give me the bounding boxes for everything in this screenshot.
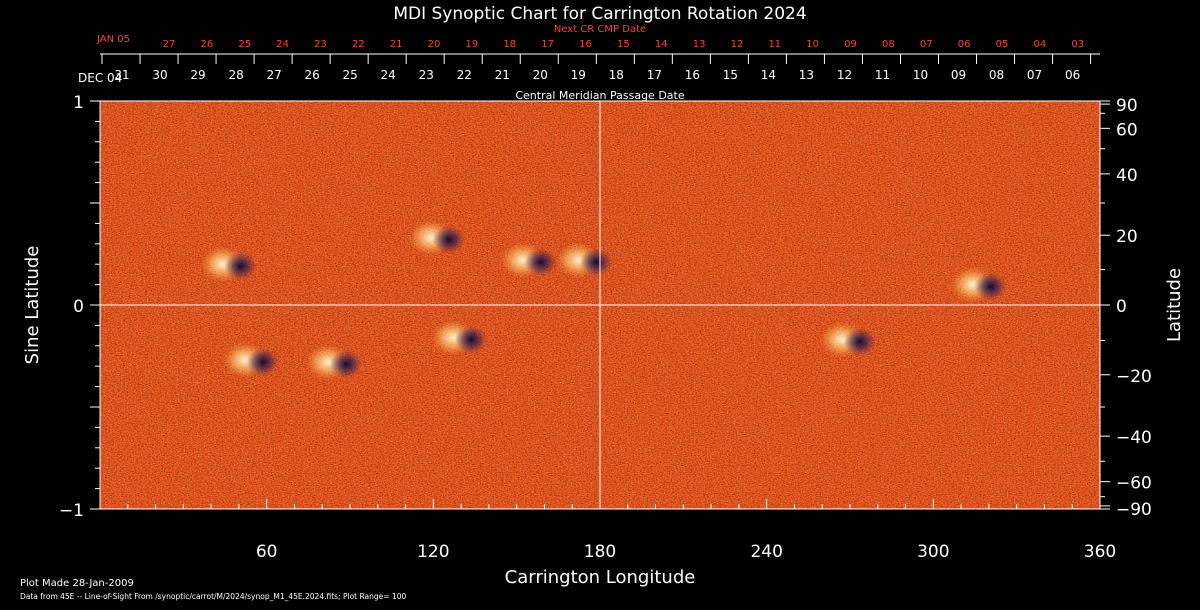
top-axis-date: 26 <box>304 68 319 82</box>
next-axis-date: 13 <box>693 39 706 50</box>
next-axis-date: 24 <box>276 39 289 50</box>
next-axis-date: 23 <box>314 39 327 50</box>
top-axis-date: 17 <box>647 68 662 82</box>
y-tick-label-right: −40 <box>1116 428 1152 448</box>
top-axis-date: 07 <box>1027 68 1042 82</box>
top-axis-date: 14 <box>761 68 776 82</box>
next-axis-date: 03 <box>1071 39 1084 50</box>
x-axis-label: Carrington Longitude <box>505 567 696 588</box>
left-axis: 1 0 −1 <box>59 93 100 521</box>
right-axis: 90 60 40 20 0 −20 −40 −60 −90 <box>1100 96 1152 520</box>
next-axis-date: 05 <box>996 39 1009 50</box>
active-region-negative <box>246 348 279 377</box>
y-tick-label-right: −90 <box>1116 500 1152 520</box>
x-tick-label: 120 <box>417 542 449 562</box>
top-axis-start-label: DEC 04 <box>78 71 122 85</box>
x-tick-label: 360 <box>1084 542 1116 562</box>
top-axis-date: 08 <box>989 68 1004 82</box>
top-axis-date: 27 <box>266 68 281 82</box>
top-axis-date: 10 <box>913 68 928 82</box>
next-axis-date: 09 <box>844 39 857 50</box>
next-axis-date: 08 <box>882 39 895 50</box>
next-axis-date: 21 <box>390 39 403 50</box>
top-axis-date: 15 <box>723 68 738 82</box>
top-axis-date: 24 <box>381 68 396 82</box>
next-axis-date: 10 <box>806 39 819 50</box>
y-tick-label-right: 90 <box>1116 96 1138 116</box>
y-tick-label-left: 1 <box>73 93 84 113</box>
y-tick-label-right: 60 <box>1116 120 1138 140</box>
next-axis-date: 06 <box>958 39 971 50</box>
top-axis-label: Central Meridian Passage Date <box>515 89 684 102</box>
y-tick-label-right: 40 <box>1116 166 1138 186</box>
plot-made-text: Plot Made 28-Jan-2009 <box>20 578 134 589</box>
next-axis-date: 07 <box>920 39 933 50</box>
active-region-negative <box>432 225 465 254</box>
bottom-axis: 60 120 180 240 300 360 <box>99 499 1116 562</box>
x-tick-label: 180 <box>584 542 616 562</box>
y-tick-label-left: −1 <box>59 501 84 521</box>
top-axis-date: 16 <box>685 68 700 82</box>
active-region-negative <box>844 327 876 356</box>
next-axis-date: 14 <box>655 39 668 50</box>
active-region-negative <box>330 350 363 379</box>
top-axis-date: 19 <box>571 68 586 82</box>
active-region-negative <box>455 325 488 354</box>
top-axis-date: 06 <box>1065 68 1080 82</box>
next-cr-date-axis: JAN 05 27 26 25 24 23 22 21 20 19 18 17 16 15 14 13 12 11… <box>96 34 1084 50</box>
next-axis-date: 27 <box>163 39 176 50</box>
y-axis-label-right: Latitude <box>1164 268 1185 342</box>
next-axis-date: 04 <box>1033 39 1046 50</box>
data-source-text: Data from 45E -- Line-of-Sight From /syn… <box>20 592 407 601</box>
next-axis-date: 26 <box>200 39 213 50</box>
next-axis-date: 22 <box>352 39 365 50</box>
active-region-negative <box>580 248 613 277</box>
y-tick-label-left: 0 <box>73 297 84 317</box>
active-regions <box>200 219 1007 381</box>
active-region-negative <box>974 272 1007 301</box>
next-axis-start-label: JAN 05 <box>96 34 130 45</box>
top-axis-date: 11 <box>875 68 890 82</box>
next-axis-date: 12 <box>731 39 744 50</box>
top-axis-date: 18 <box>609 68 624 82</box>
top-axis-date: 21 <box>495 68 510 82</box>
next-axis-date: 25 <box>238 39 251 50</box>
top-axis-date: 09 <box>951 68 966 82</box>
top-axis-date: 12 <box>837 68 852 82</box>
y-tick-label-right: −60 <box>1116 474 1152 494</box>
y-tick-label-right: 0 <box>1116 297 1127 317</box>
top-axis-date: 23 <box>419 68 434 82</box>
y-tick-label-right: 20 <box>1116 227 1138 247</box>
x-tick-label: 240 <box>750 542 782 562</box>
next-axis-date: 17 <box>541 39 554 50</box>
grid-lines <box>100 101 1100 509</box>
top-axis-date: 22 <box>457 68 472 82</box>
next-axis-label: Next CR CMP Date <box>554 24 646 35</box>
top-axis-date: 31 <box>114 68 129 82</box>
y-tick-label-right: −20 <box>1116 367 1152 387</box>
top-axis-date: 30 <box>152 68 167 82</box>
active-region-negative <box>224 252 257 281</box>
next-axis-date: 16 <box>579 39 592 50</box>
top-axis-date: 20 <box>533 68 548 82</box>
active-region-negative <box>524 248 557 277</box>
next-axis-date: 11 <box>768 39 781 50</box>
top-axis-date: 13 <box>799 68 814 82</box>
top-axis-date: 29 <box>190 68 205 82</box>
next-axis-date: 20 <box>428 39 441 50</box>
x-tick-label: 60 <box>256 542 278 562</box>
next-axis-date: 18 <box>503 39 516 50</box>
next-axis-date: 19 <box>466 39 479 50</box>
chart-title: MDI Synoptic Chart for Carrington Rotati… <box>393 4 806 24</box>
y-axis-label-left: Sine Latitude <box>22 246 43 365</box>
next-axis-date: 15 <box>617 39 630 50</box>
x-tick-label: 300 <box>917 542 949 562</box>
top-axis-date: 28 <box>228 68 243 82</box>
top-axis-date: 25 <box>343 68 358 82</box>
